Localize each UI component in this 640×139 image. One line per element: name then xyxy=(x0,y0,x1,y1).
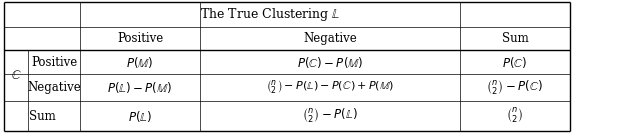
Text: Negative: Negative xyxy=(27,81,81,94)
Text: $P(\mathbb{M})$: $P(\mathbb{M})$ xyxy=(126,54,154,70)
Text: $\binom{n}{2} - P(\mathbb{L}) - P(\mathbb{C}) + P(\mathbb{M})$: $\binom{n}{2} - P(\mathbb{L}) - P(\mathb… xyxy=(266,79,394,96)
Text: The True Clustering $\mathbb{L}$: The True Clustering $\mathbb{L}$ xyxy=(200,6,340,23)
Text: Sum: Sum xyxy=(29,110,56,122)
Text: Positive: Positive xyxy=(117,32,163,45)
Text: $\binom{n}{2}$: $\binom{n}{2}$ xyxy=(506,107,524,125)
Text: Sum: Sum xyxy=(502,32,529,45)
Text: $\binom{n}{2} - P(\mathbb{C})$: $\binom{n}{2} - P(\mathbb{C})$ xyxy=(486,78,543,97)
Text: $P(\mathbb{L})$: $P(\mathbb{L})$ xyxy=(128,109,152,123)
Text: Positive: Positive xyxy=(31,55,77,69)
Text: $\mathbb{C}$: $\mathbb{C}$ xyxy=(11,69,21,82)
Text: $\binom{n}{2} - P(\mathbb{L})$: $\binom{n}{2} - P(\mathbb{L})$ xyxy=(302,107,358,125)
Text: Negative: Negative xyxy=(303,32,357,45)
Text: $P(\mathbb{C})$: $P(\mathbb{C})$ xyxy=(502,54,528,70)
Text: $P(\mathbb{C}) - P(\mathbb{M})$: $P(\mathbb{C}) - P(\mathbb{M})$ xyxy=(297,54,363,70)
Text: $P(\mathbb{L}) - P(\mathbb{M})$: $P(\mathbb{L}) - P(\mathbb{M})$ xyxy=(108,80,173,95)
